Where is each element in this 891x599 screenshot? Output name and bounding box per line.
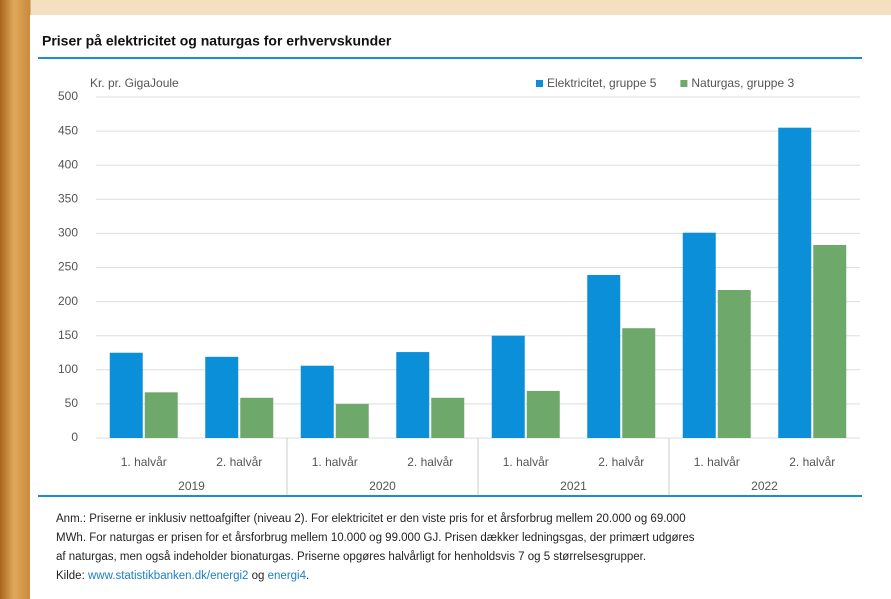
y-tick-label: 500 [58,89,78,103]
y-tick-label: 400 [58,157,78,171]
x-group-label: 2019 [178,479,205,493]
y-tick-label: 50 [65,396,79,410]
bar [587,275,621,438]
x-tick-label: 2. halvår [789,455,835,469]
bar [300,365,334,438]
y-tick-label: 300 [58,226,78,240]
x-tick-label: 1. halvår [121,455,167,469]
bar [813,244,847,438]
bar [491,335,525,438]
x-tick-label: 1. halvår [312,455,358,469]
y-tick-label: 250 [58,260,78,274]
source-joiner: og [251,570,265,582]
bar [240,397,274,438]
y-tick-label: 350 [58,191,78,205]
x-group-label: 2022 [751,479,778,493]
source-line: Kilde: www.statistikbanken.dk/energi2 og… [56,567,695,586]
y-tick-label: 0 [71,430,78,444]
x-tick-label: 2. halvår [598,455,644,469]
bar [526,390,560,438]
source-link[interactable]: energi4 [267,570,307,582]
x-tick-label: 1. halvår [694,455,740,469]
bar [778,127,812,438]
y-tick-label: 450 [58,123,78,137]
source-prefix: Kilde: [56,570,85,582]
legend-swatch [680,80,688,87]
legend-label: Elektricitet, gruppe 5 [547,76,657,90]
x-tick-label: 2. halvår [216,455,262,469]
bar [396,352,430,438]
notes: Anm.: Priserne er inklusiv nettoafgifter… [56,510,695,586]
y-tick-label: 150 [58,328,78,342]
x-group-label: 2020 [369,479,396,493]
bar [109,352,143,438]
legend-label: Naturgas, gruppe 3 [691,76,794,90]
y-axis-label: Kr. pr. GigaJoule [90,76,179,90]
bar [717,290,751,438]
x-tick-label: 2. halvår [407,455,453,469]
source-link[interactable]: www.statistikbanken.dk/energi2 [87,570,249,582]
bar [682,232,716,438]
chart: Priser på elektricitet og naturgas for e… [38,33,862,497]
bar [144,392,178,438]
legend-swatch [536,80,543,87]
y-tick-label: 200 [58,294,78,308]
x-group-label: 2021 [560,479,587,493]
note-line: af naturgas, men også indeholder bionatu… [56,551,647,563]
bar [431,397,465,438]
source-end: . [306,570,310,582]
note-line: MWh. For naturgas er prisen for et årsfo… [56,532,695,544]
bar [335,403,369,438]
y-tick-label: 100 [58,362,78,376]
note-line: Anm.: Priserne er inklusiv nettoafgifter… [56,513,686,525]
bar [205,356,239,438]
x-tick-label: 1. halvår [503,455,549,469]
bar [622,328,656,438]
chart-title: Priser på elektricitet og naturgas for e… [42,33,392,49]
